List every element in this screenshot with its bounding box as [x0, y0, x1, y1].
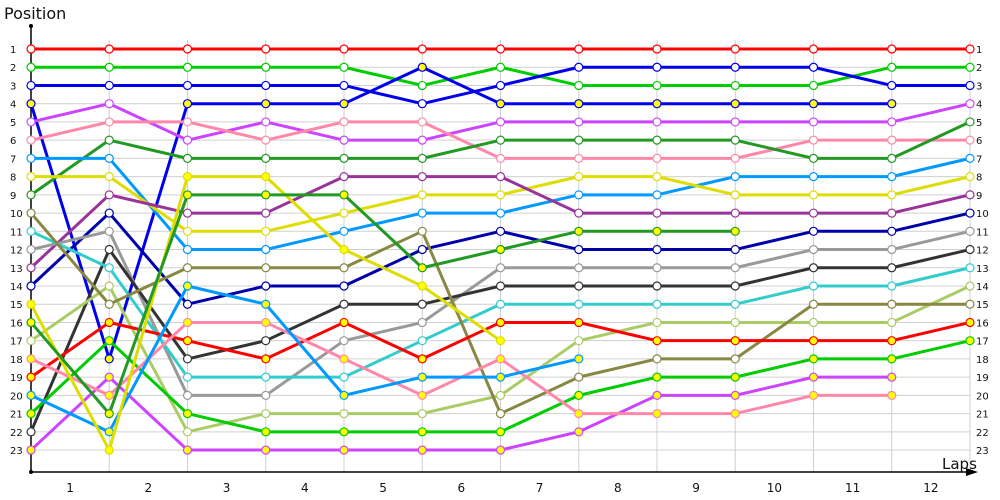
x-axis-title: Laps: [942, 455, 977, 473]
y-axis-title: Position: [4, 4, 67, 23]
series-violet-yellow: [26, 372, 897, 455]
svg-text:17: 17: [976, 337, 989, 348]
series-red: [26, 44, 975, 54]
svg-text:6: 6: [976, 136, 982, 147]
series-darkgreen-yellow: [26, 190, 740, 419]
svg-text:4: 4: [301, 481, 309, 495]
svg-text:9: 9: [976, 191, 982, 202]
svg-text:14: 14: [10, 282, 23, 293]
series-violet: [26, 99, 975, 145]
series-blue-yellow: [26, 62, 897, 364]
svg-text:11: 11: [10, 227, 23, 238]
svg-text:19: 19: [10, 373, 23, 384]
svg-text:11: 11: [976, 227, 989, 238]
series-purple: [26, 172, 975, 273]
svg-text:15: 15: [10, 300, 23, 311]
svg-text:7: 7: [976, 154, 982, 165]
svg-text:5: 5: [10, 118, 16, 129]
svg-text:2: 2: [976, 63, 982, 74]
svg-text:7: 7: [536, 481, 544, 495]
svg-text:4: 4: [976, 100, 982, 111]
svg-text:7: 7: [10, 154, 16, 165]
svg-text:16: 16: [976, 318, 989, 329]
svg-text:16: 16: [10, 318, 23, 329]
series-olive: [26, 208, 975, 419]
svg-text:21: 21: [10, 410, 23, 421]
svg-text:11: 11: [845, 481, 860, 495]
svg-text:19: 19: [976, 373, 989, 384]
series-lines: [26, 44, 975, 455]
series-darkgreen: [26, 117, 975, 200]
svg-text:5: 5: [379, 481, 387, 495]
svg-text:8: 8: [10, 173, 16, 184]
series-blue: [26, 62, 975, 109]
svg-text:3: 3: [976, 81, 982, 92]
series-lightgreen: [26, 281, 975, 437]
svg-text:3: 3: [223, 481, 231, 495]
series-yellow-yellow: [26, 172, 506, 455]
svg-text:15: 15: [976, 300, 989, 311]
svg-text:18: 18: [976, 355, 989, 366]
series-gray: [26, 226, 975, 400]
series-green-yellow: [26, 336, 975, 437]
svg-text:22: 22: [976, 428, 989, 439]
svg-text:22: 22: [10, 428, 23, 439]
svg-text:9: 9: [692, 481, 700, 495]
svg-text:1: 1: [10, 45, 16, 56]
svg-text:3: 3: [10, 81, 16, 92]
svg-text:1: 1: [976, 45, 982, 56]
svg-text:18: 18: [10, 355, 23, 366]
series-black: [26, 244, 975, 437]
svg-text:13: 13: [10, 264, 23, 275]
svg-text:5: 5: [976, 118, 982, 129]
svg-text:9: 9: [10, 191, 16, 202]
series-pink: [26, 117, 975, 163]
svg-text:21: 21: [976, 410, 989, 421]
svg-text:8: 8: [976, 173, 982, 184]
svg-text:10: 10: [767, 481, 782, 495]
svg-text:10: 10: [976, 209, 989, 220]
svg-text:2: 2: [10, 63, 16, 74]
svg-text:20: 20: [10, 391, 23, 402]
series-teal: [26, 226, 975, 382]
series-yellow: [26, 172, 975, 236]
svg-text:4: 4: [10, 100, 16, 111]
series-red-yellow: [26, 317, 975, 382]
svg-text:12: 12: [976, 246, 989, 257]
svg-text:23: 23: [10, 446, 23, 457]
series-navy: [26, 208, 975, 309]
svg-text:6: 6: [458, 481, 466, 495]
series-green: [26, 62, 975, 91]
svg-text:12: 12: [923, 481, 938, 495]
svg-text:2: 2: [145, 481, 153, 495]
svg-text:20: 20: [976, 391, 989, 402]
svg-text:6: 6: [10, 136, 16, 147]
svg-text:17: 17: [10, 337, 23, 348]
svg-text:8: 8: [614, 481, 622, 495]
svg-text:23: 23: [976, 446, 989, 457]
svg-text:10: 10: [10, 209, 23, 220]
svg-text:13: 13: [976, 264, 989, 275]
svg-text:14: 14: [976, 282, 989, 293]
svg-text:12: 12: [10, 246, 23, 257]
series-lightblue: [26, 153, 975, 255]
svg-text:1: 1: [66, 481, 74, 495]
